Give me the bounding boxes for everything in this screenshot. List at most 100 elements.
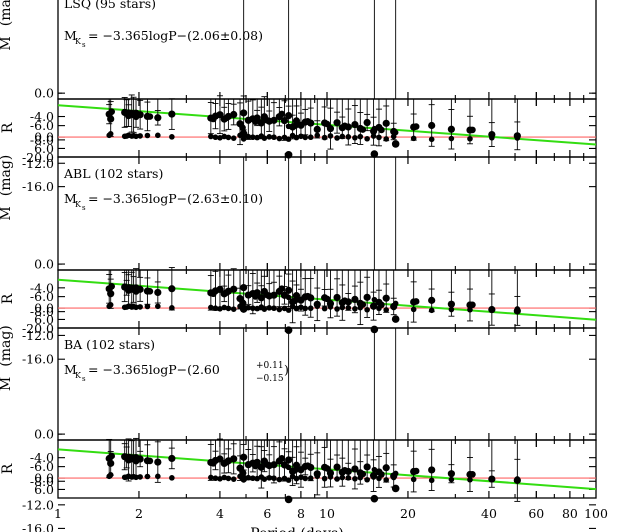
x-tick-label: 2 bbox=[135, 506, 143, 521]
data-point bbox=[333, 119, 341, 127]
residual-point bbox=[137, 474, 143, 480]
data-point bbox=[428, 466, 436, 474]
residual-point bbox=[169, 475, 175, 481]
residual-point bbox=[321, 475, 328, 482]
outlier-residual-point bbox=[392, 470, 399, 477]
data-point bbox=[363, 293, 371, 301]
residual-point bbox=[133, 474, 139, 481]
data-point bbox=[230, 285, 238, 293]
residual-point bbox=[285, 477, 292, 483]
data-point bbox=[333, 293, 341, 302]
data-point bbox=[253, 289, 261, 297]
y-tick-label: 0.0 bbox=[34, 86, 54, 101]
equation-text: = −3.365logP−(2.06±0.08) bbox=[88, 28, 263, 43]
residual-point bbox=[298, 474, 304, 481]
residual-point bbox=[314, 132, 321, 139]
residual-y-tick-label: 0.0 bbox=[34, 130, 54, 145]
data-point bbox=[257, 119, 265, 127]
data-point bbox=[239, 124, 246, 131]
equation-text: = −3.365logP−(2.60 bbox=[88, 362, 220, 377]
residual-point bbox=[107, 302, 114, 308]
residual-point bbox=[144, 303, 151, 310]
residual-point bbox=[307, 475, 314, 482]
residual-extra-tick-label: -20.0 bbox=[22, 150, 54, 165]
residual-point bbox=[225, 305, 232, 312]
residual-point bbox=[155, 132, 161, 139]
residual-point bbox=[107, 131, 114, 137]
data-point bbox=[216, 455, 224, 463]
equation-subscript: K bbox=[75, 37, 82, 46]
data-point bbox=[469, 471, 476, 478]
residual-point bbox=[334, 476, 340, 482]
outlier-residual-point bbox=[240, 129, 247, 135]
data-point bbox=[253, 458, 261, 466]
data-point bbox=[292, 461, 301, 469]
y-tick-label: -12.0 bbox=[22, 156, 54, 171]
data-point bbox=[136, 455, 144, 463]
equation-magnitude-symbol: M bbox=[64, 28, 77, 43]
y-tick-label: -4.0 bbox=[30, 109, 54, 124]
outlier-point bbox=[239, 474, 248, 483]
x-tick-label: 100 bbox=[584, 506, 608, 521]
data-point bbox=[412, 298, 420, 305]
residual-point bbox=[293, 475, 300, 482]
residual-y-tick-label: -6.0 bbox=[30, 118, 54, 133]
y-tick-label: -16.0 bbox=[22, 352, 54, 367]
data-point bbox=[447, 300, 455, 308]
x-tick-label: 10 bbox=[319, 506, 335, 521]
data-point bbox=[326, 125, 335, 133]
y-tick-label: -8.0 bbox=[30, 132, 54, 147]
residual-y-tick-label: 6.0 bbox=[34, 141, 54, 156]
residual-point bbox=[448, 135, 455, 142]
data-point bbox=[168, 285, 176, 293]
data-point bbox=[428, 121, 436, 130]
residual-point bbox=[352, 134, 358, 141]
residual-point bbox=[293, 134, 300, 141]
residual-point bbox=[285, 136, 292, 142]
residual-point bbox=[217, 475, 223, 482]
residual-point bbox=[225, 475, 232, 482]
residual-point bbox=[364, 306, 370, 313]
x-tick-label: 20 bbox=[400, 506, 416, 521]
data-point bbox=[216, 285, 224, 293]
data-point bbox=[270, 116, 278, 124]
data-point bbox=[230, 110, 238, 119]
data-point bbox=[146, 457, 154, 465]
data-point bbox=[257, 463, 265, 471]
residual-point bbox=[137, 304, 143, 310]
residual-point bbox=[302, 305, 309, 312]
residual-point bbox=[467, 306, 473, 313]
residual-point bbox=[383, 307, 390, 313]
data-point bbox=[344, 467, 352, 476]
residual-point bbox=[327, 474, 334, 480]
data-point bbox=[351, 295, 359, 304]
residual-point bbox=[240, 136, 247, 142]
residual-point bbox=[208, 304, 214, 311]
residual-point bbox=[376, 305, 382, 312]
residual-point bbox=[266, 305, 273, 311]
equation-magnitude-symbol: M bbox=[64, 362, 77, 377]
data-point bbox=[216, 111, 224, 119]
outlier-residual-point bbox=[371, 296, 378, 303]
residual-point bbox=[155, 303, 161, 310]
x-tick-label: 80 bbox=[562, 506, 578, 521]
data-point bbox=[382, 119, 390, 127]
x-tick-label: 8 bbox=[297, 506, 305, 521]
residual-point bbox=[133, 133, 139, 140]
data-point bbox=[285, 286, 293, 294]
residual-point bbox=[250, 475, 256, 482]
data-point bbox=[285, 456, 293, 464]
data-point bbox=[154, 288, 162, 297]
residual-point bbox=[383, 136, 390, 142]
residual-point bbox=[467, 476, 473, 483]
residual-y-tick-label: 0.0 bbox=[34, 471, 54, 486]
residual-point bbox=[169, 134, 175, 140]
data-point bbox=[351, 120, 359, 129]
data-point bbox=[230, 455, 238, 463]
residual-point bbox=[489, 305, 495, 312]
data-point bbox=[107, 115, 115, 123]
data-point bbox=[168, 454, 176, 463]
data-point bbox=[382, 464, 390, 472]
data-point bbox=[270, 291, 278, 299]
